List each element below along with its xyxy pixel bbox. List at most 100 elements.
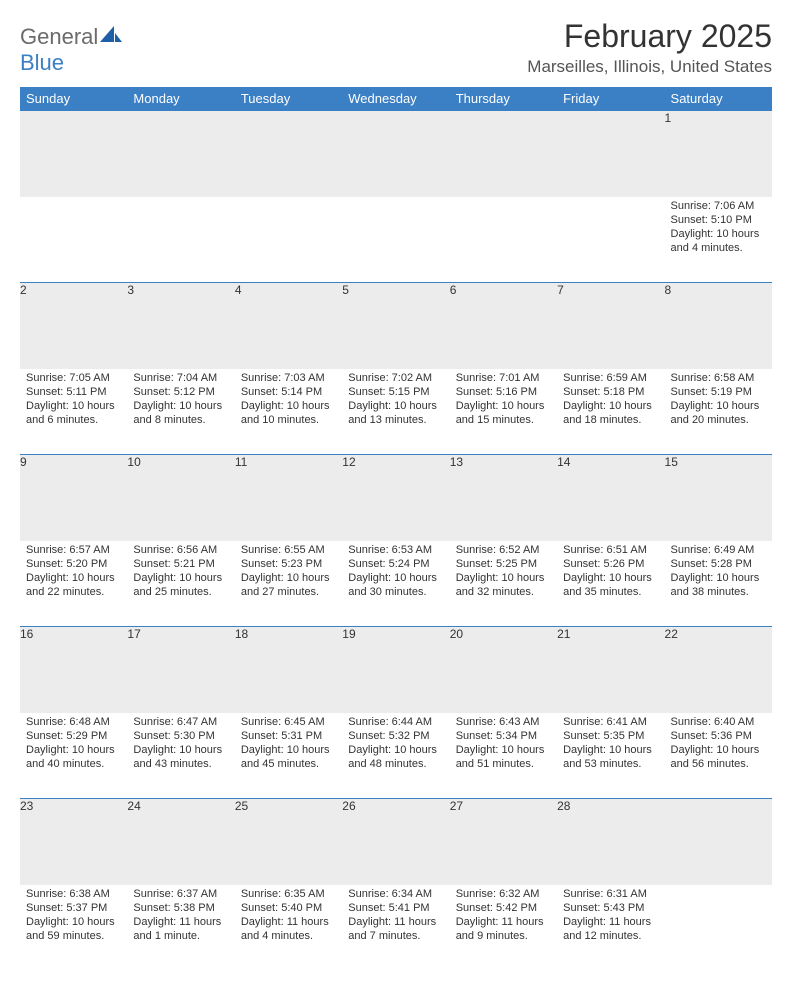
day-number-cell [557, 111, 664, 197]
sunset-text: Sunset: 5:12 PM [133, 385, 228, 399]
sunset-text: Sunset: 5:23 PM [241, 557, 336, 571]
day-content-row: Sunrise: 7:05 AMSunset: 5:11 PMDaylight:… [20, 369, 772, 455]
day-cell [342, 197, 449, 283]
sunset-text: Sunset: 5:41 PM [348, 901, 443, 915]
day-number-cell: 16 [20, 627, 127, 713]
day-number-cell [450, 111, 557, 197]
day-cell [665, 885, 772, 971]
sunset-text: Sunset: 5:37 PM [26, 901, 121, 915]
day-details: Sunrise: 7:05 AMSunset: 5:11 PMDaylight:… [20, 369, 127, 434]
day-details: Sunrise: 7:06 AMSunset: 5:10 PMDaylight:… [665, 197, 772, 262]
daylight-text: Daylight: 10 hours and 43 minutes. [133, 743, 228, 772]
sunset-text: Sunset: 5:34 PM [456, 729, 551, 743]
day-content-row: Sunrise: 7:06 AMSunset: 5:10 PMDaylight:… [20, 197, 772, 283]
sunrise-text: Sunrise: 6:47 AM [133, 715, 228, 729]
sunrise-text: Sunrise: 7:05 AM [26, 371, 121, 385]
day-cell: Sunrise: 6:56 AMSunset: 5:21 PMDaylight:… [127, 541, 234, 627]
day-number-cell: 7 [557, 283, 664, 369]
weekday-header: Saturday [665, 87, 772, 111]
daylight-text: Daylight: 10 hours and 35 minutes. [563, 571, 658, 600]
daylight-text: Daylight: 10 hours and 32 minutes. [456, 571, 551, 600]
day-number-cell: 26 [342, 799, 449, 885]
daylight-text: Daylight: 10 hours and 8 minutes. [133, 399, 228, 428]
sunset-text: Sunset: 5:30 PM [133, 729, 228, 743]
sunset-text: Sunset: 5:29 PM [26, 729, 121, 743]
daylight-text: Daylight: 10 hours and 18 minutes. [563, 399, 658, 428]
weekday-header: Friday [557, 87, 664, 111]
header: General Blue February 2025 Marseilles, I… [20, 18, 772, 77]
day-cell: Sunrise: 6:58 AMSunset: 5:19 PMDaylight:… [665, 369, 772, 455]
daylight-text: Daylight: 10 hours and 20 minutes. [671, 399, 766, 428]
day-details: Sunrise: 6:47 AMSunset: 5:30 PMDaylight:… [127, 713, 234, 778]
day-number-cell: 13 [450, 455, 557, 541]
day-details: Sunrise: 6:55 AMSunset: 5:23 PMDaylight:… [235, 541, 342, 606]
day-cell: Sunrise: 6:48 AMSunset: 5:29 PMDaylight:… [20, 713, 127, 799]
calendar-body: 1Sunrise: 7:06 AMSunset: 5:10 PMDaylight… [20, 111, 772, 971]
day-number-cell [342, 111, 449, 197]
sunset-text: Sunset: 5:40 PM [241, 901, 336, 915]
day-number-cell: 12 [342, 455, 449, 541]
day-cell: Sunrise: 6:52 AMSunset: 5:25 PMDaylight:… [450, 541, 557, 627]
day-cell: Sunrise: 6:41 AMSunset: 5:35 PMDaylight:… [557, 713, 664, 799]
day-details: Sunrise: 6:52 AMSunset: 5:25 PMDaylight:… [450, 541, 557, 606]
title-block: February 2025 Marseilles, Illinois, Unit… [527, 18, 772, 77]
sunrise-text: Sunrise: 6:49 AM [671, 543, 766, 557]
day-number-cell: 14 [557, 455, 664, 541]
day-details: Sunrise: 7:04 AMSunset: 5:12 PMDaylight:… [127, 369, 234, 434]
day-number-cell: 8 [665, 283, 772, 369]
sunset-text: Sunset: 5:36 PM [671, 729, 766, 743]
sunrise-text: Sunrise: 6:40 AM [671, 715, 766, 729]
daylight-text: Daylight: 10 hours and 22 minutes. [26, 571, 121, 600]
day-number-row: 1 [20, 111, 772, 197]
sunrise-text: Sunrise: 6:57 AM [26, 543, 121, 557]
sunset-text: Sunset: 5:31 PM [241, 729, 336, 743]
day-cell: Sunrise: 6:53 AMSunset: 5:24 PMDaylight:… [342, 541, 449, 627]
day-details: Sunrise: 7:01 AMSunset: 5:16 PMDaylight:… [450, 369, 557, 434]
day-number-cell: 10 [127, 455, 234, 541]
day-cell: Sunrise: 7:04 AMSunset: 5:12 PMDaylight:… [127, 369, 234, 455]
day-number-cell [20, 111, 127, 197]
sunset-text: Sunset: 5:25 PM [456, 557, 551, 571]
day-cell: Sunrise: 6:43 AMSunset: 5:34 PMDaylight:… [450, 713, 557, 799]
sunrise-text: Sunrise: 6:44 AM [348, 715, 443, 729]
sunset-text: Sunset: 5:16 PM [456, 385, 551, 399]
sunset-text: Sunset: 5:24 PM [348, 557, 443, 571]
daylight-text: Daylight: 10 hours and 4 minutes. [671, 227, 766, 256]
daylight-text: Daylight: 10 hours and 25 minutes. [133, 571, 228, 600]
day-number-cell: 6 [450, 283, 557, 369]
daylight-text: Daylight: 10 hours and 27 minutes. [241, 571, 336, 600]
day-details: Sunrise: 6:43 AMSunset: 5:34 PMDaylight:… [450, 713, 557, 778]
day-number-cell: 25 [235, 799, 342, 885]
sunrise-text: Sunrise: 6:38 AM [26, 887, 121, 901]
day-cell: Sunrise: 6:40 AMSunset: 5:36 PMDaylight:… [665, 713, 772, 799]
weekday-header: Wednesday [342, 87, 449, 111]
day-number-cell: 18 [235, 627, 342, 713]
day-content-row: Sunrise: 6:38 AMSunset: 5:37 PMDaylight:… [20, 885, 772, 971]
day-details: Sunrise: 6:56 AMSunset: 5:21 PMDaylight:… [127, 541, 234, 606]
sunrise-text: Sunrise: 7:02 AM [348, 371, 443, 385]
sunset-text: Sunset: 5:35 PM [563, 729, 658, 743]
sunrise-text: Sunrise: 6:53 AM [348, 543, 443, 557]
day-cell: Sunrise: 7:06 AMSunset: 5:10 PMDaylight:… [665, 197, 772, 283]
weekday-header: Monday [127, 87, 234, 111]
sunset-text: Sunset: 5:11 PM [26, 385, 121, 399]
day-cell [450, 197, 557, 283]
day-number-cell: 27 [450, 799, 557, 885]
day-number-cell [127, 111, 234, 197]
sunrise-text: Sunrise: 6:51 AM [563, 543, 658, 557]
sunrise-text: Sunrise: 6:43 AM [456, 715, 551, 729]
day-number-cell: 28 [557, 799, 664, 885]
logo-text-top: General [20, 24, 98, 49]
sunset-text: Sunset: 5:38 PM [133, 901, 228, 915]
logo-text-bottom: Blue [20, 50, 64, 75]
sunrise-text: Sunrise: 7:06 AM [671, 199, 766, 213]
daylight-text: Daylight: 10 hours and 6 minutes. [26, 399, 121, 428]
day-number-cell: 2 [20, 283, 127, 369]
month-title: February 2025 [527, 18, 772, 55]
day-cell: Sunrise: 7:02 AMSunset: 5:15 PMDaylight:… [342, 369, 449, 455]
sunrise-text: Sunrise: 6:45 AM [241, 715, 336, 729]
day-cell: Sunrise: 6:49 AMSunset: 5:28 PMDaylight:… [665, 541, 772, 627]
day-cell: Sunrise: 6:32 AMSunset: 5:42 PMDaylight:… [450, 885, 557, 971]
sunset-text: Sunset: 5:20 PM [26, 557, 121, 571]
day-number-cell: 11 [235, 455, 342, 541]
